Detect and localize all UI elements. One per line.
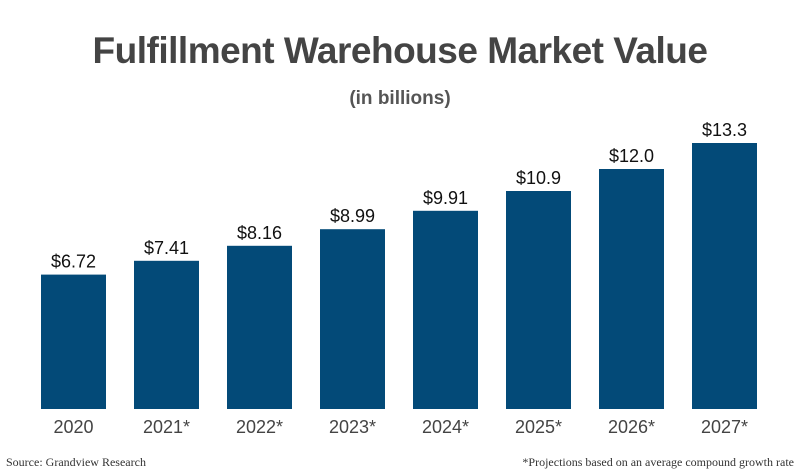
- data-label: $9.91: [423, 188, 468, 208]
- x-tick-label: 2026*: [608, 417, 655, 437]
- x-tick-label: 2021*: [143, 417, 190, 437]
- x-tick-label: 2023*: [329, 417, 376, 437]
- data-label: $10.9: [516, 168, 561, 188]
- chart-subtitle: (in billions): [349, 88, 451, 109]
- data-label: $6.72: [51, 252, 96, 272]
- bar-2021: [134, 260, 199, 409]
- data-label: $7.41: [144, 238, 189, 258]
- data-label: $8.16: [237, 223, 282, 243]
- bar-2027: [692, 143, 757, 409]
- data-label: $8.99: [330, 206, 375, 226]
- data-label: $13.3: [702, 120, 747, 140]
- bar-2026: [599, 169, 664, 409]
- bar-2022: [227, 245, 292, 409]
- chart-title: Fulfillment Warehouse Market Value: [92, 30, 708, 71]
- bar-2020: [41, 274, 106, 409]
- bar-2024: [413, 210, 478, 409]
- x-tick-label: 2020: [53, 417, 93, 437]
- bar-2025: [506, 191, 571, 409]
- bar-2023: [320, 229, 385, 409]
- projection-footnote: *Projections based on an average compoun…: [522, 455, 794, 469]
- x-tick-label: 2025*: [515, 417, 562, 437]
- x-tick-label: 2024*: [422, 417, 469, 437]
- x-tick-label: 2027*: [701, 417, 748, 437]
- source-note: Source: Grandview Research: [6, 455, 146, 469]
- data-label: $12.0: [609, 146, 654, 166]
- x-tick-label: 2022*: [236, 417, 283, 437]
